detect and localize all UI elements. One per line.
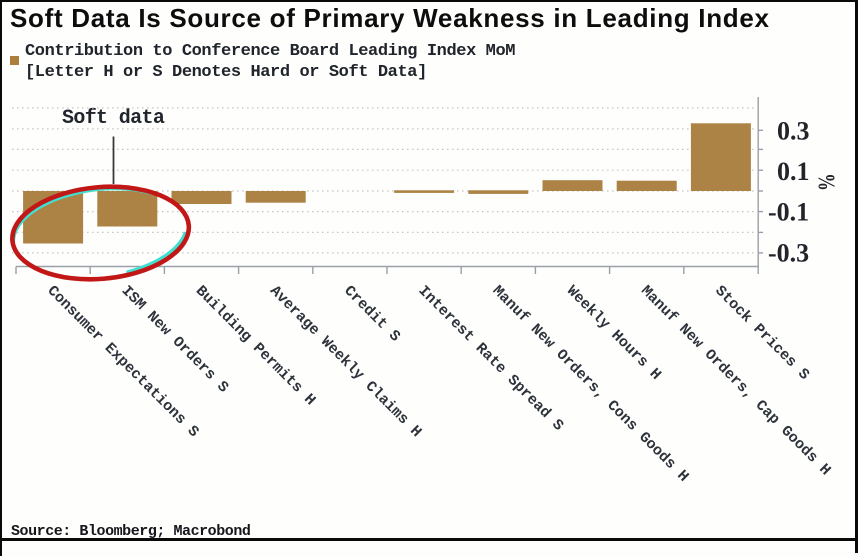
svg-text:Consumer Expectations S: Consumer Expectations S — [44, 283, 202, 441]
svg-text:-0.1: -0.1 — [768, 198, 809, 227]
svg-text:Average Weekly Claims H: Average Weekly Claims H — [266, 283, 424, 441]
svg-text:-0.3: -0.3 — [768, 239, 809, 268]
svg-text:0.1: 0.1 — [777, 157, 810, 186]
svg-text:Credit S: Credit S — [340, 283, 403, 346]
svg-text:Interest Rate Spread S: Interest Rate Spread S — [415, 283, 567, 435]
svg-text:0.3: 0.3 — [777, 117, 810, 146]
svg-text:%: % — [813, 173, 840, 191]
svg-text:Building Permits H: Building Permits H — [192, 283, 319, 410]
